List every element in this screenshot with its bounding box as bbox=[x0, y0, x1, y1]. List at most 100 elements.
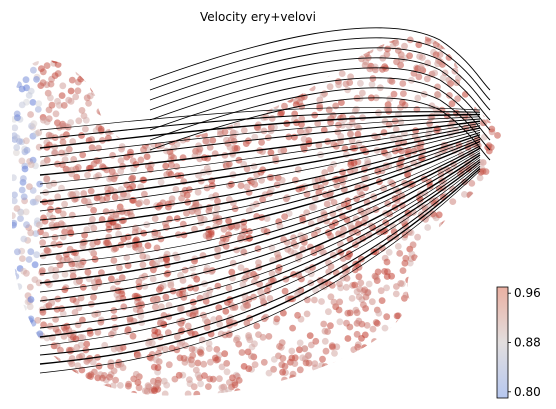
cell-point bbox=[296, 127, 304, 135]
cell-point bbox=[487, 236, 495, 244]
cell-point bbox=[36, 221, 43, 229]
cell-point bbox=[344, 309, 352, 317]
cell-point bbox=[218, 363, 226, 371]
cell-point bbox=[13, 144, 21, 151]
cell-point bbox=[327, 293, 335, 301]
cell-point bbox=[406, 395, 414, 396]
cell-point bbox=[468, 223, 476, 230]
cell-point bbox=[316, 75, 323, 82]
cell-point bbox=[139, 252, 147, 260]
cell-point bbox=[475, 226, 482, 234]
cell-point bbox=[47, 198, 54, 206]
cell-point bbox=[366, 65, 374, 73]
cell-point bbox=[61, 200, 68, 208]
cell-point bbox=[157, 317, 165, 325]
cell-point bbox=[281, 362, 289, 370]
cell-point bbox=[123, 192, 131, 200]
cell-point bbox=[22, 58, 29, 66]
cell-point bbox=[267, 149, 275, 157]
cell-point bbox=[307, 341, 315, 349]
cell-point bbox=[205, 345, 213, 352]
cell-point bbox=[406, 292, 414, 299]
cell-point bbox=[503, 92, 505, 100]
cell-point bbox=[74, 87, 82, 95]
cell-point bbox=[84, 356, 92, 363]
cell-point bbox=[240, 60, 248, 68]
cell-point bbox=[119, 41, 127, 48]
cell-point bbox=[110, 90, 117, 98]
cell-point bbox=[304, 36, 311, 44]
cell-point bbox=[469, 206, 476, 214]
cell-point bbox=[492, 117, 500, 125]
cell-point bbox=[189, 352, 197, 359]
cell-point bbox=[381, 324, 389, 332]
cell-point bbox=[220, 98, 228, 105]
cell-point bbox=[398, 393, 406, 396]
cell-point bbox=[466, 51, 474, 59]
cell-point bbox=[111, 193, 119, 201]
cell-point bbox=[54, 206, 62, 214]
cell-point bbox=[425, 299, 433, 306]
cell-point bbox=[311, 296, 318, 304]
cell-point bbox=[125, 86, 133, 94]
cell-point bbox=[30, 66, 37, 74]
streamline bbox=[149, 97, 491, 161]
cell-point bbox=[498, 193, 505, 201]
cell-point bbox=[102, 208, 110, 216]
cell-point bbox=[302, 359, 310, 367]
cell-point bbox=[301, 345, 309, 352]
cell-point bbox=[318, 248, 325, 256]
cell-point bbox=[260, 358, 268, 366]
cell-point bbox=[104, 383, 112, 391]
cell-point bbox=[371, 338, 378, 345]
cell-point bbox=[126, 315, 134, 323]
cell-point bbox=[172, 81, 179, 89]
cell-point bbox=[143, 198, 151, 206]
cell-point bbox=[107, 174, 115, 182]
cell-point bbox=[266, 295, 274, 302]
cell-point bbox=[51, 372, 59, 380]
cell-point bbox=[488, 327, 495, 335]
cell-point bbox=[214, 197, 221, 205]
cell-point bbox=[501, 68, 505, 75]
cell-point bbox=[94, 83, 101, 91]
cell-point bbox=[73, 59, 81, 66]
cell-point bbox=[228, 268, 236, 276]
streamline bbox=[39, 136, 481, 239]
cell-point bbox=[35, 129, 43, 137]
cell-point bbox=[83, 75, 91, 83]
cell-point bbox=[310, 249, 318, 257]
cell-point bbox=[469, 36, 477, 44]
cell-point bbox=[162, 293, 170, 301]
cell-point bbox=[359, 89, 366, 97]
cell-point bbox=[451, 289, 458, 297]
cell-point bbox=[451, 359, 458, 367]
cell-point bbox=[243, 165, 251, 173]
streamline bbox=[149, 87, 491, 151]
cell-point bbox=[445, 34, 453, 42]
cell-point bbox=[277, 90, 285, 98]
streamline bbox=[39, 143, 481, 266]
cell-point bbox=[445, 254, 453, 262]
cell-point bbox=[202, 316, 209, 324]
cell-point bbox=[79, 242, 87, 250]
cell-point bbox=[417, 63, 425, 71]
streamline bbox=[39, 131, 481, 221]
cell-point bbox=[173, 215, 181, 222]
cell-point bbox=[161, 345, 169, 353]
cell-point bbox=[501, 157, 505, 165]
cell-point bbox=[475, 195, 483, 203]
cell-point bbox=[448, 245, 456, 253]
cell-point bbox=[298, 115, 306, 123]
cell-point bbox=[434, 91, 442, 99]
cell-point bbox=[415, 73, 423, 81]
cell-point bbox=[454, 377, 462, 384]
cell-point bbox=[197, 350, 205, 357]
cell-point bbox=[23, 137, 30, 145]
cell-point bbox=[489, 201, 496, 209]
cell-point bbox=[369, 325, 377, 333]
cell-point bbox=[16, 39, 24, 47]
cell-point bbox=[408, 385, 416, 392]
cell-point bbox=[106, 373, 114, 381]
cell-point bbox=[270, 356, 278, 363]
